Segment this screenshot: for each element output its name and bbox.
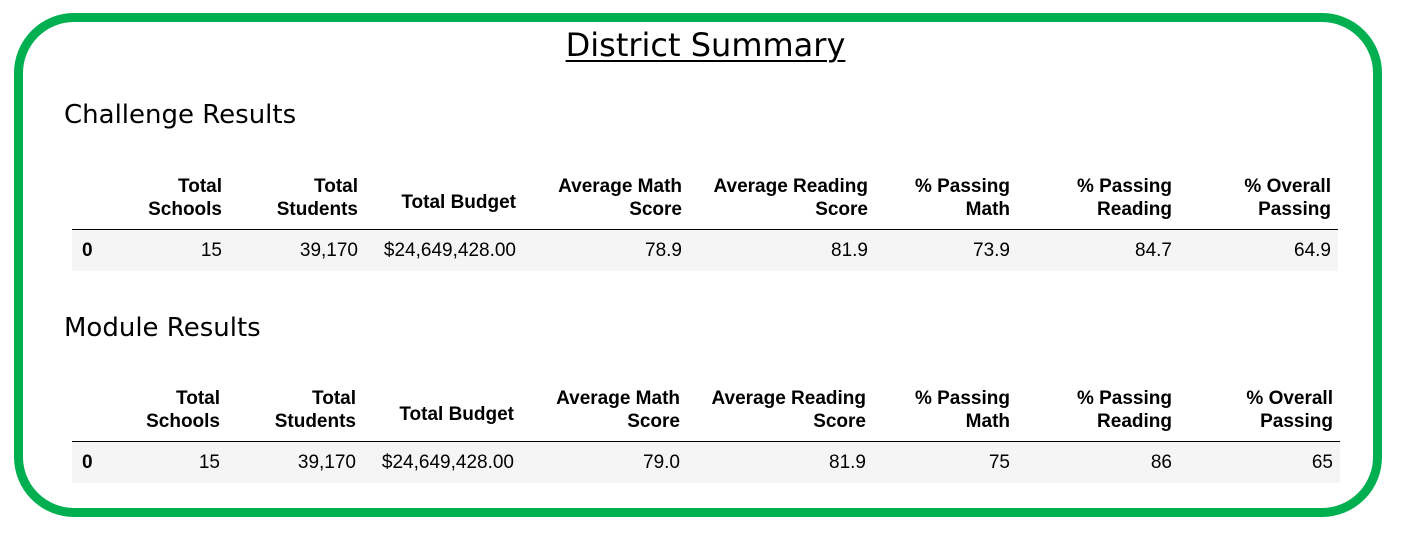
challenge-results-title: Challenge Results bbox=[64, 100, 297, 130]
column-header: Average Reading Score bbox=[713, 176, 868, 220]
row-index: 0 bbox=[72, 229, 129, 271]
column-header: Total Students bbox=[276, 176, 358, 220]
column-header: % Passing Math bbox=[914, 176, 1010, 220]
column-header: Total Students bbox=[274, 388, 356, 432]
table-cell: 65 bbox=[1179, 441, 1340, 483]
module-results-table: Total Schools Total Students Total Budget … bbox=[72, 387, 1340, 483]
table-header-row: Total Schools Total Students Total Budget … bbox=[72, 175, 1338, 230]
table-row: 0 15 39,170 $24,649,428.00 79.0 81.9 75 … bbox=[72, 441, 1340, 483]
table-cell: 64.9 bbox=[1179, 229, 1338, 271]
column-header: Total Budget bbox=[401, 191, 516, 213]
column-header: Average Reading Score bbox=[711, 388, 866, 432]
index-header bbox=[72, 175, 129, 230]
column-header: % Passing Reading bbox=[1076, 176, 1172, 220]
table-cell: 84.7 bbox=[1017, 229, 1179, 271]
column-header: Total Schools bbox=[148, 176, 222, 220]
table-header-row: Total Schools Total Students Total Budget … bbox=[72, 387, 1340, 442]
table-cell: 79.0 bbox=[521, 441, 687, 483]
column-header: Total Budget bbox=[399, 403, 514, 425]
challenge-results-table: Total Schools Total Students Total Budget … bbox=[72, 175, 1338, 271]
summary-frame bbox=[14, 13, 1382, 517]
table-cell: 39,170 bbox=[227, 441, 363, 483]
column-header: Average Math Score bbox=[558, 176, 682, 220]
index-header bbox=[72, 387, 129, 442]
table-cell: 75 bbox=[873, 441, 1017, 483]
table-cell: 15 bbox=[129, 229, 229, 271]
row-index: 0 bbox=[72, 441, 129, 483]
module-results-title: Module Results bbox=[64, 313, 261, 343]
table-cell: $24,649,428.00 bbox=[363, 441, 521, 483]
table-cell: 81.9 bbox=[689, 229, 875, 271]
column-header: Total Schools bbox=[146, 388, 220, 432]
table-cell: 78.9 bbox=[523, 229, 689, 271]
page-title: District Summary bbox=[565, 26, 846, 64]
table-row: 0 15 39,170 $24,649,428.00 78.9 81.9 73.… bbox=[72, 229, 1338, 271]
column-header: % Overall Passing bbox=[1244, 176, 1331, 220]
table-cell: 81.9 bbox=[687, 441, 873, 483]
table-cell: 73.9 bbox=[875, 229, 1017, 271]
table-cell: 15 bbox=[129, 441, 227, 483]
table-cell: $24,649,428.00 bbox=[365, 229, 523, 271]
column-header: % Overall Passing bbox=[1246, 388, 1333, 432]
column-header: % Passing Reading bbox=[1076, 388, 1172, 432]
column-header: Average Math Score bbox=[556, 388, 680, 432]
table-cell: 86 bbox=[1017, 441, 1179, 483]
table-cell: 39,170 bbox=[229, 229, 365, 271]
column-header: % Passing Math bbox=[914, 388, 1010, 432]
